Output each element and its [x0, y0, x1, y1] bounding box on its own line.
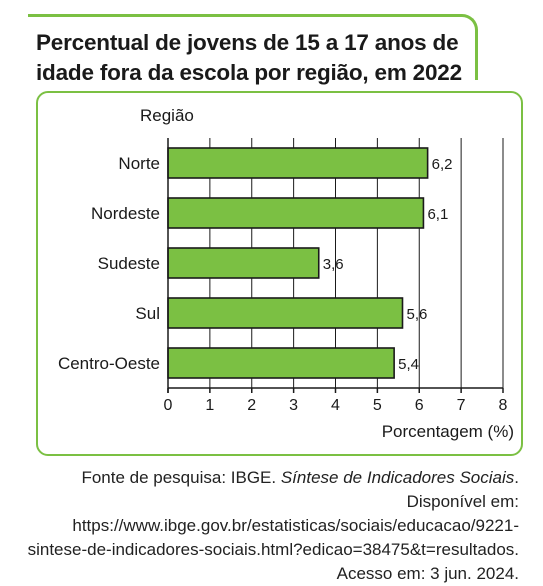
x-tick-label-2: 2	[247, 397, 256, 414]
x-tick-label-8: 8	[499, 397, 508, 414]
category-label-4: Centro-Oeste	[58, 354, 160, 373]
category-label-2: Sudeste	[98, 254, 160, 273]
x-tick-label-7: 7	[457, 397, 466, 414]
bar-2	[167, 247, 320, 279]
value-label-1: 6,1	[427, 206, 448, 223]
x-axis-title: Porcentagem (%)	[382, 422, 514, 441]
title-frame	[28, 14, 478, 80]
source-note: Fonte de pesquisa: IBGE. Síntese de Indi…	[14, 466, 519, 586]
chart-title: Percentual de jovens de 15 a 17 anos de …	[36, 30, 462, 85]
x-tick-label-1: 1	[205, 397, 214, 414]
bar-1	[167, 197, 425, 229]
x-tick-label-4: 4	[331, 397, 340, 414]
value-label-4: 5,4	[398, 356, 419, 373]
source-prefix: Fonte de pesquisa: IBGE.	[81, 468, 281, 487]
value-label-3: 5,6	[407, 306, 428, 323]
category-label-3: Sul	[135, 304, 160, 323]
source-work-title: Síntese de Indicadores Sociais	[280, 468, 515, 487]
y-axis-title: Região	[140, 106, 194, 125]
chart-frame	[36, 91, 523, 456]
x-tick-label-6: 6	[415, 397, 424, 414]
x-tick-label-0: 0	[164, 397, 173, 414]
bar-3	[167, 297, 404, 329]
value-label-2: 3,6	[323, 256, 344, 273]
value-label-0: 6,2	[432, 156, 453, 173]
bar-0	[167, 147, 429, 179]
category-label-0: Norte	[118, 154, 160, 173]
x-tick-label-5: 5	[373, 397, 382, 414]
bar-4	[167, 347, 395, 379]
category-label-1: Nordeste	[91, 204, 160, 223]
x-tick-label-3: 3	[289, 397, 298, 414]
